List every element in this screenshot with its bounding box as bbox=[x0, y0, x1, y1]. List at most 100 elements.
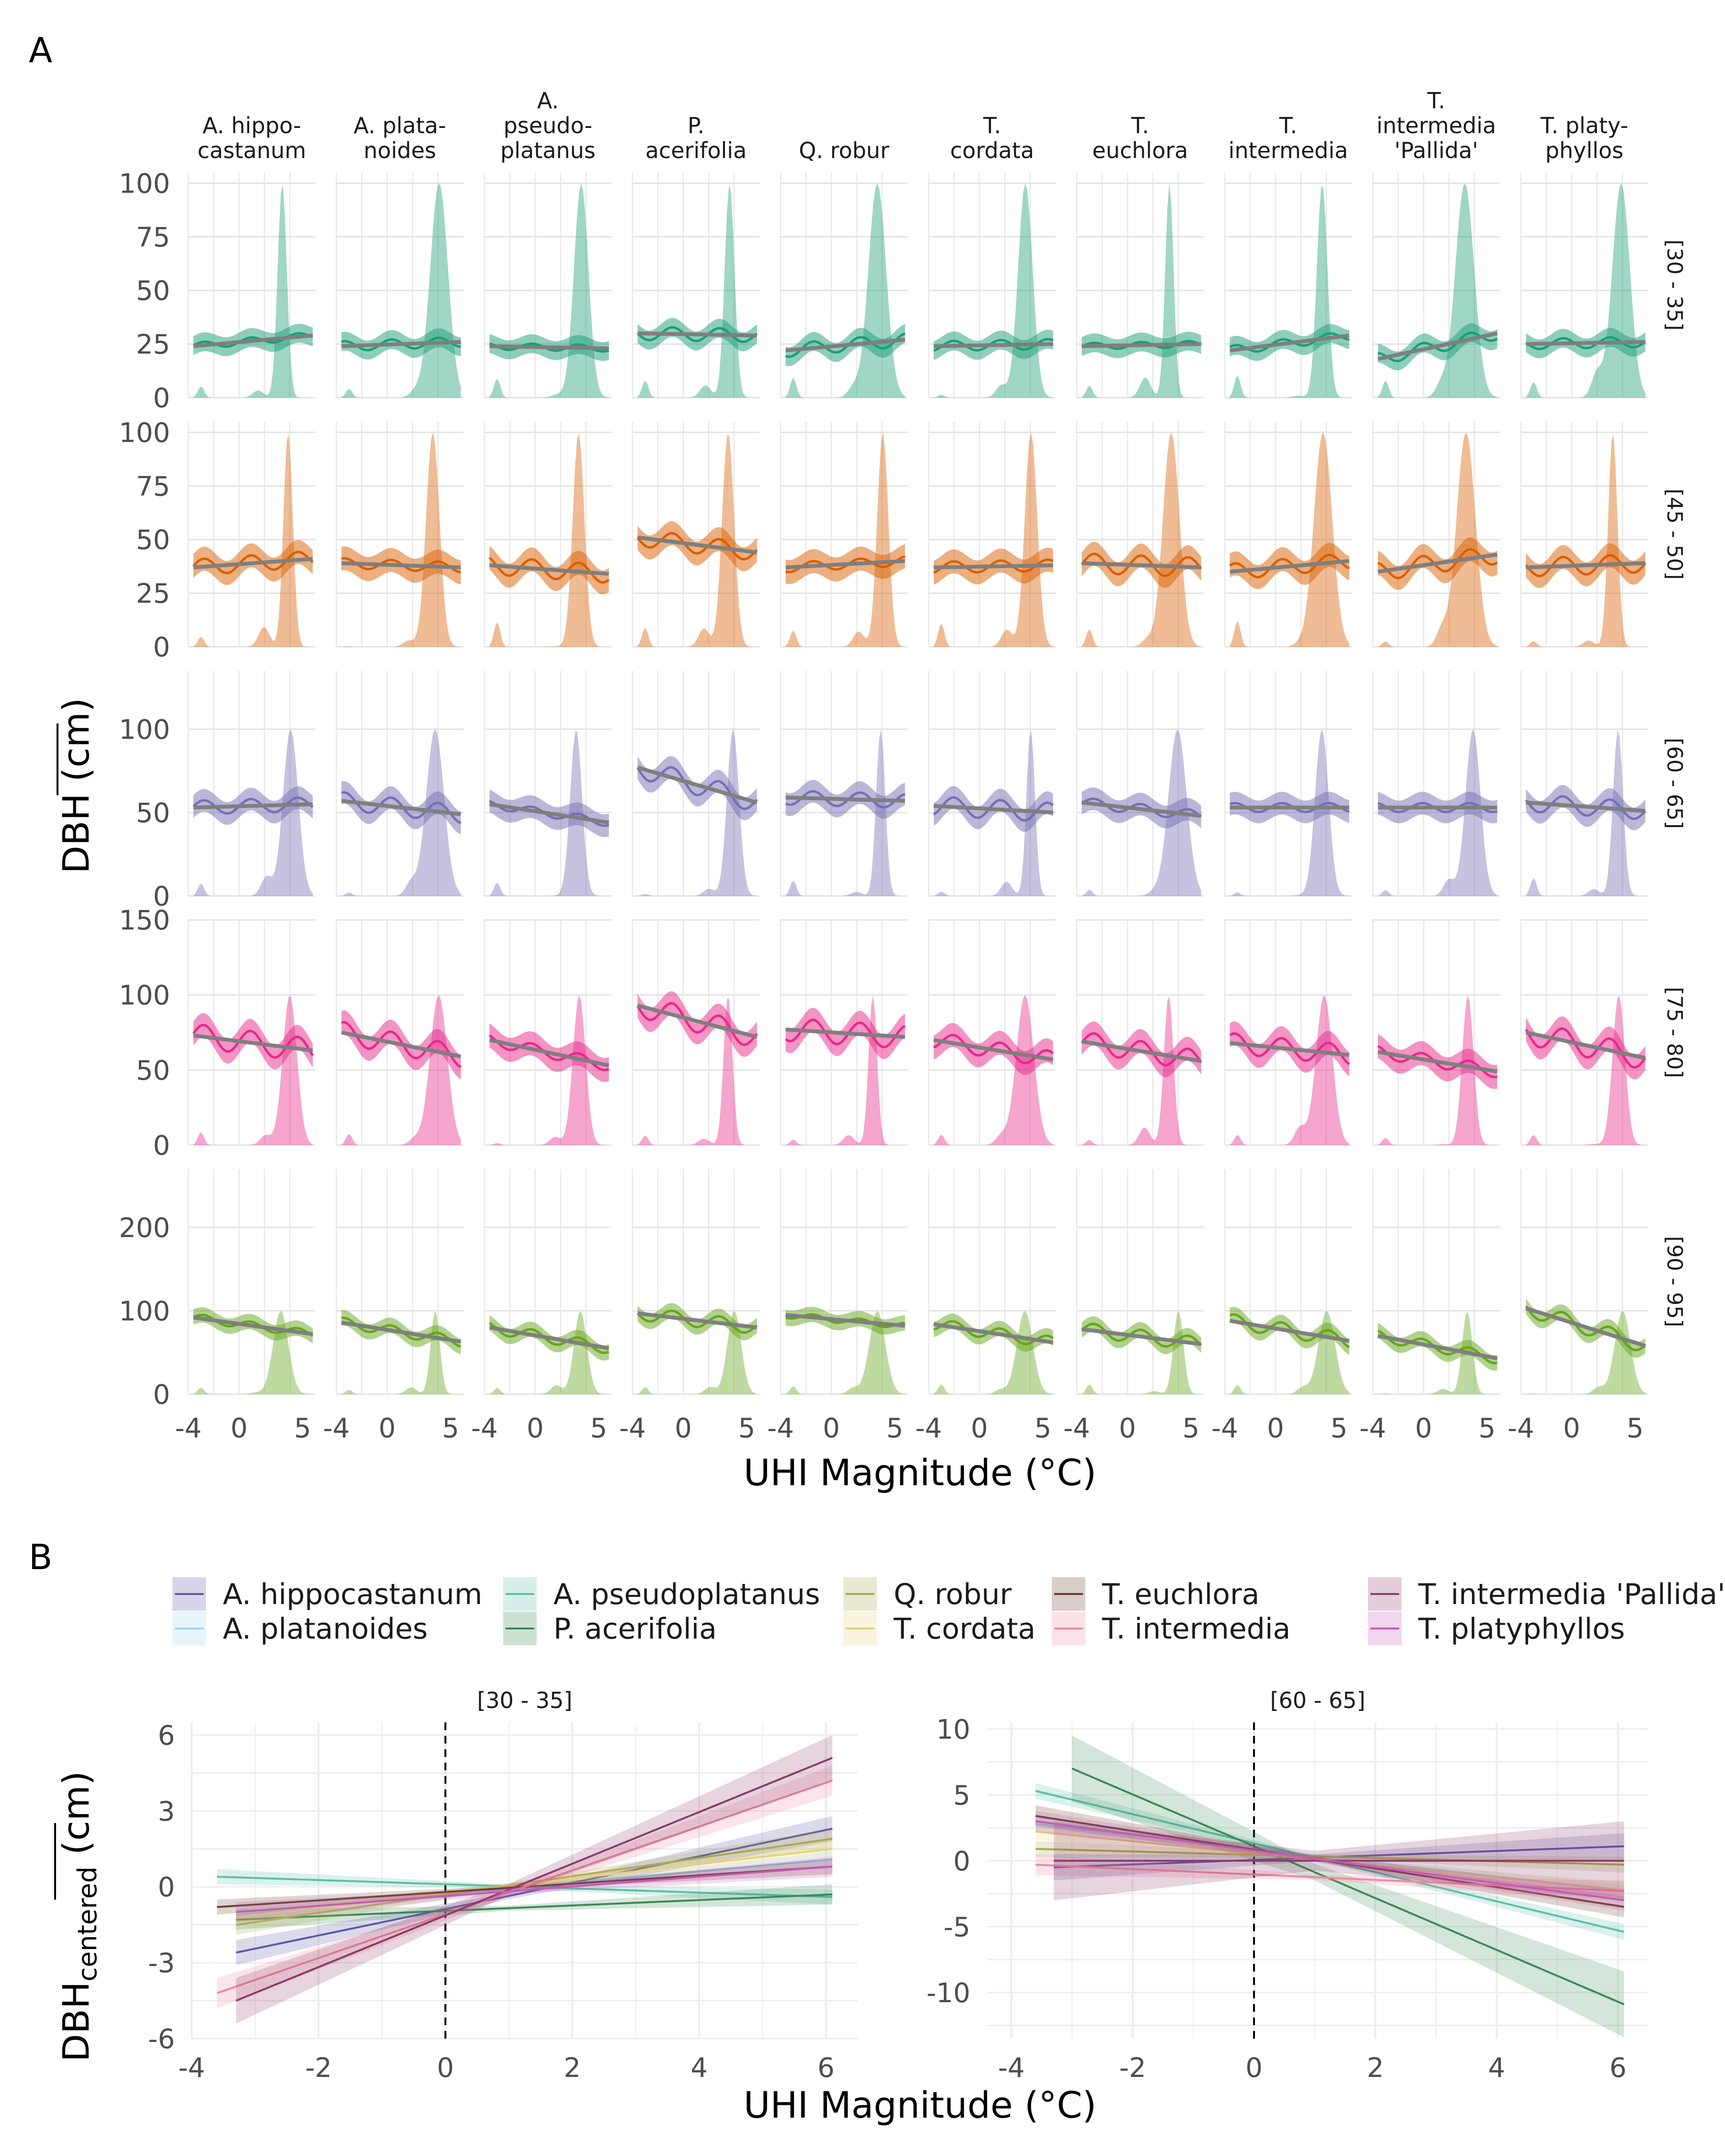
gam-line bbox=[785, 790, 906, 809]
y-tick-label: 3 bbox=[158, 1796, 175, 1827]
x-tick-label: 0 bbox=[527, 1413, 544, 1444]
gam-ribbon bbox=[637, 991, 757, 1057]
x-tick-label: -4 bbox=[178, 2053, 205, 2084]
species-strip-label: A. plata-noides bbox=[354, 113, 446, 163]
density-area bbox=[489, 433, 609, 647]
density-area bbox=[933, 432, 1053, 647]
panel-b-y-axis-title-sub: centered bbox=[72, 1867, 103, 1982]
density-area bbox=[637, 184, 757, 398]
gam-line bbox=[1229, 1032, 1350, 1066]
gam-line bbox=[1081, 797, 1202, 818]
facet-panel bbox=[335, 422, 463, 648]
density-area bbox=[637, 435, 757, 647]
linear-trend bbox=[1525, 1306, 1646, 1348]
facet-panel bbox=[1372, 671, 1500, 897]
svg-text:DBHcentered (cm): DBHcentered (cm) bbox=[55, 1771, 103, 2062]
gam-line bbox=[1377, 802, 1498, 814]
facet-panel bbox=[483, 919, 611, 1146]
gam-line bbox=[785, 555, 906, 573]
linear-trend bbox=[193, 557, 313, 570]
facet-panel bbox=[632, 919, 759, 1146]
linear-trend bbox=[1081, 342, 1201, 348]
linear-trend bbox=[489, 563, 609, 576]
linear-trend bbox=[1081, 1327, 1202, 1346]
y-tick-label: 10 bbox=[936, 1714, 970, 1745]
density-area bbox=[193, 185, 313, 398]
linear-trend bbox=[193, 1315, 313, 1336]
gam-line bbox=[1229, 1313, 1350, 1349]
facet-panel bbox=[1224, 172, 1352, 399]
legend-label: T. cordata bbox=[893, 1612, 1035, 1646]
gam-line bbox=[1378, 332, 1498, 362]
x-tick-label: -4 bbox=[1063, 1413, 1090, 1444]
row-strip-label: [30 - 35] bbox=[1662, 240, 1687, 331]
y-tick-label: 5 bbox=[953, 1780, 970, 1811]
x-tick-label: 0 bbox=[1415, 1413, 1432, 1444]
density-area bbox=[637, 1311, 757, 1394]
species-strip-label: T. intermedia bbox=[1229, 113, 1348, 163]
density-area bbox=[341, 995, 461, 1145]
x-tick-label: 4 bbox=[690, 2053, 708, 2084]
species-strip-label: T. intermedia 'Pallida' bbox=[1377, 88, 1496, 163]
linear-trend bbox=[341, 340, 461, 348]
facet-panel bbox=[780, 422, 908, 648]
x-tick-label: 5 bbox=[1035, 1413, 1052, 1444]
density-area bbox=[489, 731, 609, 896]
facet-panel bbox=[928, 172, 1056, 399]
facet-panel bbox=[1224, 1169, 1352, 1395]
density-area bbox=[193, 435, 313, 647]
facet-panel bbox=[1520, 1169, 1648, 1395]
facet-panel bbox=[1372, 422, 1500, 648]
linear-trend bbox=[1377, 331, 1498, 361]
density-area bbox=[1526, 730, 1645, 896]
y-tick-label: -5 bbox=[943, 1912, 970, 1943]
y-tick-label: 0 bbox=[153, 1379, 170, 1411]
density-area bbox=[933, 995, 1053, 1145]
panel-b-chart-60-65: [60 - 65] -4 -2 0 2 4 6 -10 -5 0 5 10 bbox=[927, 1687, 1648, 2084]
y-tick-label: 0 bbox=[153, 632, 170, 663]
species-strip-label: T. platy-phyllos bbox=[1540, 113, 1628, 163]
x-tick-label: 6 bbox=[817, 2053, 835, 2084]
density-area bbox=[1230, 996, 1349, 1145]
series-line bbox=[236, 1865, 833, 1913]
linear-trend bbox=[1230, 559, 1350, 574]
legend-label: Q. robur bbox=[894, 1578, 1012, 1611]
series-line bbox=[235, 1757, 833, 2002]
species-strip-label: A. pseudo-platanus bbox=[500, 88, 596, 163]
x-tick-label: 4 bbox=[1488, 2053, 1506, 2084]
linear-trend bbox=[193, 802, 313, 810]
panel-b-x-axis-title: UHI Magnitude (°C) bbox=[744, 2084, 1097, 2126]
series-line bbox=[1071, 1767, 1625, 2006]
x-tick-label: 0 bbox=[1245, 2053, 1263, 2084]
gam-line bbox=[1377, 1045, 1498, 1078]
facet-panel bbox=[1076, 172, 1204, 399]
density-area bbox=[1378, 433, 1497, 647]
density-area bbox=[1230, 185, 1349, 398]
gam-line bbox=[933, 558, 1054, 574]
x-tick-label: 5 bbox=[590, 1413, 608, 1444]
facet-panel bbox=[632, 1169, 759, 1395]
row-strip-label: [45 - 50] bbox=[1662, 489, 1687, 580]
gam-line bbox=[488, 557, 610, 584]
legend-label: P. acerifolia bbox=[553, 1612, 717, 1646]
density-area bbox=[1378, 1311, 1497, 1394]
x-tick-label: -4 bbox=[175, 1413, 202, 1444]
gam-line bbox=[933, 796, 1054, 822]
y-tick-label: 100 bbox=[119, 417, 170, 448]
facet-panel bbox=[1520, 422, 1648, 648]
gam-line bbox=[1081, 552, 1202, 577]
gam-line bbox=[636, 532, 758, 561]
linear-trend bbox=[785, 338, 906, 353]
density-area bbox=[1081, 1312, 1201, 1394]
y-tick-label: -6 bbox=[148, 2024, 175, 2055]
y-tick-label: 25 bbox=[136, 329, 170, 360]
linear-trend bbox=[1230, 333, 1350, 353]
legend-label: T. platyphyllos bbox=[1418, 1612, 1625, 1646]
gam-ribbon bbox=[637, 756, 757, 821]
x-tick-label: 5 bbox=[442, 1413, 460, 1444]
linear-trend bbox=[341, 1031, 461, 1059]
panel-b-chart-30-35: [30 - 35] -4 -2 0 2 4 6 -6 -3 0 3 6 bbox=[148, 1687, 858, 2084]
y-tick-label: 50 bbox=[136, 1055, 170, 1086]
x-tick-label: -4 bbox=[1211, 1413, 1238, 1444]
linear-trend bbox=[1526, 340, 1645, 346]
